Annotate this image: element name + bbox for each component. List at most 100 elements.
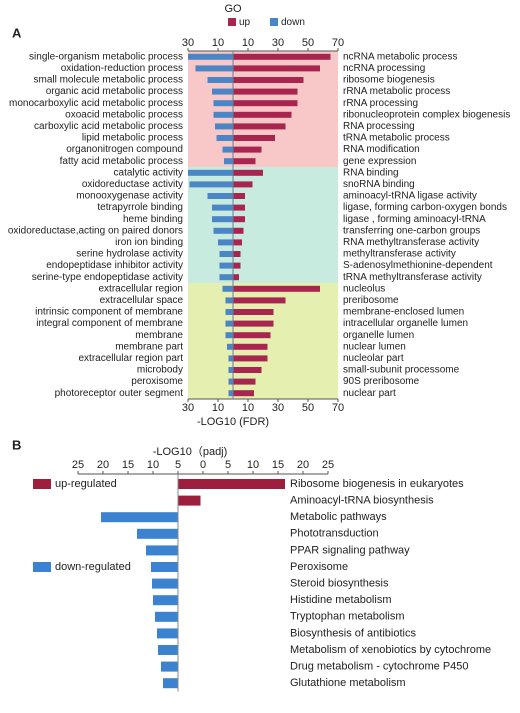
category-label: Glutathione metabolism [290, 677, 406, 689]
bar [233, 146, 262, 153]
bar [233, 274, 239, 281]
bar [233, 297, 286, 304]
bar [228, 355, 233, 362]
category-label: single-organism metabolic process [29, 51, 183, 62]
legend-swatch [33, 479, 51, 489]
category-label: oxoacid metabolic process [65, 109, 183, 120]
category-label: Biosynthesis of antibiotics [290, 627, 416, 639]
bar [219, 262, 233, 269]
bar [233, 193, 245, 199]
category-label: Drug metabolism - cytochrome P450 [290, 661, 469, 673]
category-label: serine-type endopeptidase activity [32, 272, 183, 283]
bar [216, 135, 233, 141]
category-label: RNA methyltransferase activity [343, 237, 479, 248]
x-tick-label: 15 [122, 459, 134, 471]
legend-label: down-regulated [55, 561, 131, 573]
category-label: catalytic activity [114, 167, 183, 178]
category-label: integral component of membrane [36, 318, 183, 329]
x-tick-label: 10 [242, 37, 254, 49]
bar [227, 343, 233, 350]
category-label: iron ion binding [115, 237, 183, 248]
category-label: rRNA processing [343, 98, 418, 109]
bar [212, 88, 233, 95]
x-tick-label: 15 [272, 459, 284, 471]
bar [233, 100, 298, 107]
category-label: fatty acid metabolic process [60, 156, 183, 167]
category-label: oxidation-reduction process [61, 63, 183, 74]
category-label: Histidine metabolism [290, 594, 391, 606]
bar [215, 123, 233, 130]
category-label: Steroid biosynthesis [290, 578, 389, 590]
category-label: Metabolism of xenobiotics by cytochrome [290, 644, 491, 656]
category-label: Peroxisome [290, 561, 348, 573]
bar [233, 111, 292, 118]
bar [213, 100, 233, 107]
bar [101, 512, 178, 523]
bar [207, 193, 233, 199]
category-label: oxidoreductase activity [82, 179, 183, 190]
category-label: Phototransduction [290, 528, 379, 540]
bar [225, 309, 233, 315]
bar [152, 578, 178, 589]
x-tick-label: 50 [302, 37, 314, 49]
x-tick-label: 30 [272, 37, 284, 49]
bar [228, 390, 233, 397]
category-label: RNA processing [343, 121, 415, 132]
bar [233, 378, 256, 385]
category-label: organelle lumen [343, 330, 414, 341]
x-tick-label: 0 [200, 459, 206, 471]
bar [233, 88, 298, 95]
bar [225, 332, 233, 339]
bar [155, 611, 178, 622]
bar [163, 678, 178, 689]
bar [233, 53, 331, 60]
bar [219, 251, 233, 257]
category-label: peroxisome [131, 376, 183, 387]
category-label: ncRNA processing [343, 63, 425, 74]
category-label: ncRNA metabolic process [343, 51, 458, 62]
bar [158, 645, 178, 655]
category-label: organonitrogen compound [66, 144, 183, 155]
bar [153, 595, 178, 606]
x-tick-label: 20 [97, 459, 109, 471]
legend-label: down [281, 17, 305, 28]
bar [233, 181, 253, 188]
x-axis-label: -LOG10 (FDR) [197, 416, 269, 428]
category-label: nucleolus [343, 283, 385, 294]
x-tick-label: 70 [332, 402, 344, 414]
bar [233, 390, 254, 397]
bar [137, 528, 178, 539]
bar [228, 378, 233, 385]
bar [212, 204, 233, 211]
category-label: extracellular region part [79, 353, 184, 364]
bar [225, 320, 233, 327]
category-label: ribosome biogenesis [343, 75, 435, 86]
bar [225, 297, 233, 304]
bar [233, 216, 245, 223]
bar [218, 239, 233, 246]
category-label: Tryptophan metabolism [290, 611, 405, 623]
chart-title: GO [224, 3, 242, 15]
bar [222, 146, 233, 153]
x-axis-label: -LOG10（padj) [153, 445, 228, 458]
category-label: Metabolic pathways [290, 511, 387, 523]
bar [233, 309, 274, 315]
bar [189, 181, 233, 188]
bar [233, 332, 271, 339]
legend-swatch [33, 562, 51, 572]
legend-swatch [270, 18, 278, 26]
category-label: tRNA metabolic process [343, 133, 450, 144]
bar [233, 169, 263, 176]
x-tick-label: 5 [175, 459, 181, 471]
category-label: aminoacyl-tRNA ligase activity [343, 191, 477, 202]
bar [213, 227, 233, 234]
bar [188, 53, 233, 60]
category-label: extracellular region [99, 283, 184, 294]
bar [233, 355, 268, 362]
panel-label: B [12, 437, 21, 452]
x-tick-label: 70 [332, 37, 344, 49]
category-label: transferring one-carbon groups [343, 225, 480, 236]
bar [146, 545, 178, 556]
x-tick-label: 30 [182, 37, 194, 49]
bar [233, 367, 262, 373]
